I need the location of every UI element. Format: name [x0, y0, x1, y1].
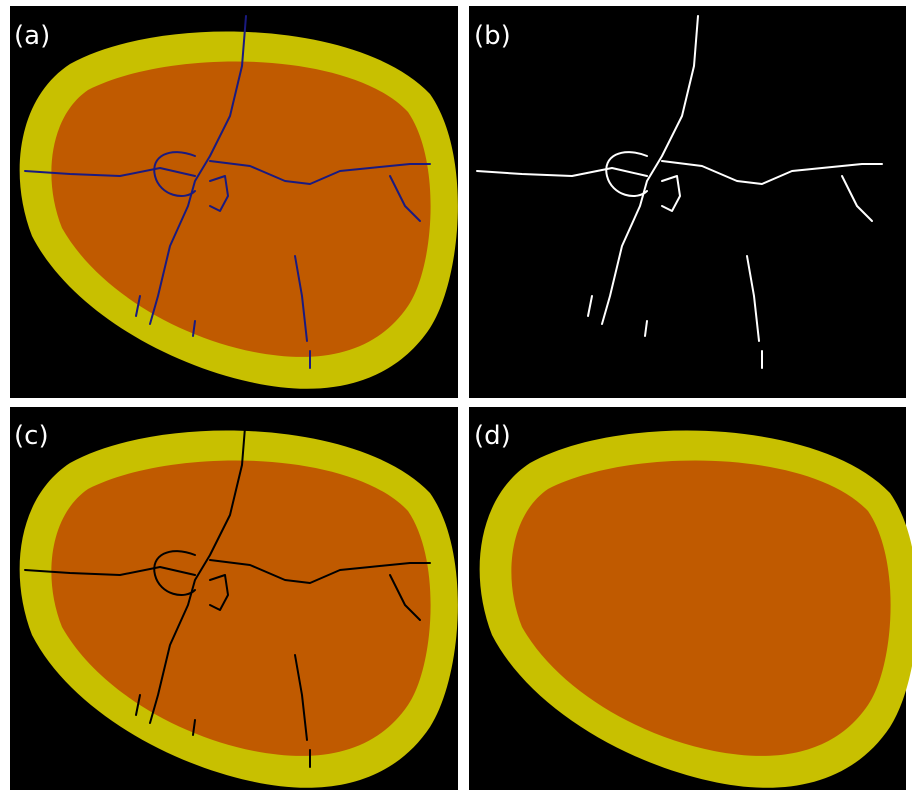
panel-b: (b) — [469, 6, 906, 398]
panel-a: (a) — [10, 6, 458, 398]
panel-label: (b) — [474, 21, 511, 51]
panel-label: (d) — [474, 421, 511, 451]
panel-label: (a) — [14, 21, 50, 51]
panel-label: (c) — [14, 421, 49, 451]
panel-c: (c) — [10, 407, 458, 790]
panel-bg — [469, 6, 906, 398]
panel-d: (d) — [469, 407, 912, 790]
figure: (a) (b) (c) (d) — [0, 0, 912, 796]
page: (a) (b) (c) (d) (() => { const data = JS… — [0, 0, 912, 796]
